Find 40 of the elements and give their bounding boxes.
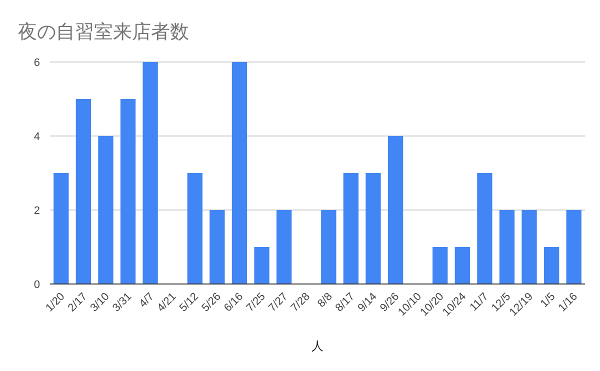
bar <box>98 136 114 284</box>
bar <box>232 62 248 284</box>
bar <box>54 173 69 284</box>
bar <box>187 173 202 284</box>
bar <box>76 99 92 284</box>
x-tick-label: 6/16 <box>222 290 246 314</box>
bar <box>522 210 537 284</box>
y-tick-label: 4 <box>34 131 40 143</box>
x-tick-label: 9/14 <box>356 290 380 314</box>
y-tick-label: 6 <box>34 57 40 69</box>
bar <box>321 210 336 284</box>
y-tick-label: 2 <box>34 205 40 217</box>
bar <box>276 210 292 284</box>
x-tick-label: 4/21 <box>155 290 179 314</box>
bar <box>210 210 225 284</box>
x-tick-label: 7/25 <box>244 290 268 314</box>
bar <box>388 136 404 284</box>
x-tick-label: 5/26 <box>200 290 224 314</box>
bar <box>454 247 470 284</box>
bar <box>254 247 270 284</box>
bar <box>432 247 448 284</box>
x-tick-label: 7/28 <box>288 290 312 314</box>
title: 夜の自習室来店者数 <box>18 22 189 43</box>
x-tick-label: 3/10 <box>88 290 112 314</box>
x-tick-label: 3/31 <box>110 290 134 314</box>
bar <box>120 99 136 284</box>
x-tick-label: 4/7 <box>137 290 156 310</box>
x-tick-label: 1/5 <box>538 290 558 310</box>
x-tick-label: 1/20 <box>44 290 68 314</box>
x-axis-title: 人 <box>312 339 324 353</box>
bar <box>343 173 359 284</box>
y-tick-label: 0 <box>34 279 40 291</box>
bar <box>499 210 515 284</box>
x-tick-label: 8/8 <box>315 290 335 310</box>
bar <box>477 173 492 284</box>
bar <box>544 247 560 284</box>
bar <box>366 173 381 284</box>
x-tick-label: 5/12 <box>177 290 202 314</box>
bar <box>142 62 158 284</box>
bar <box>566 210 582 284</box>
